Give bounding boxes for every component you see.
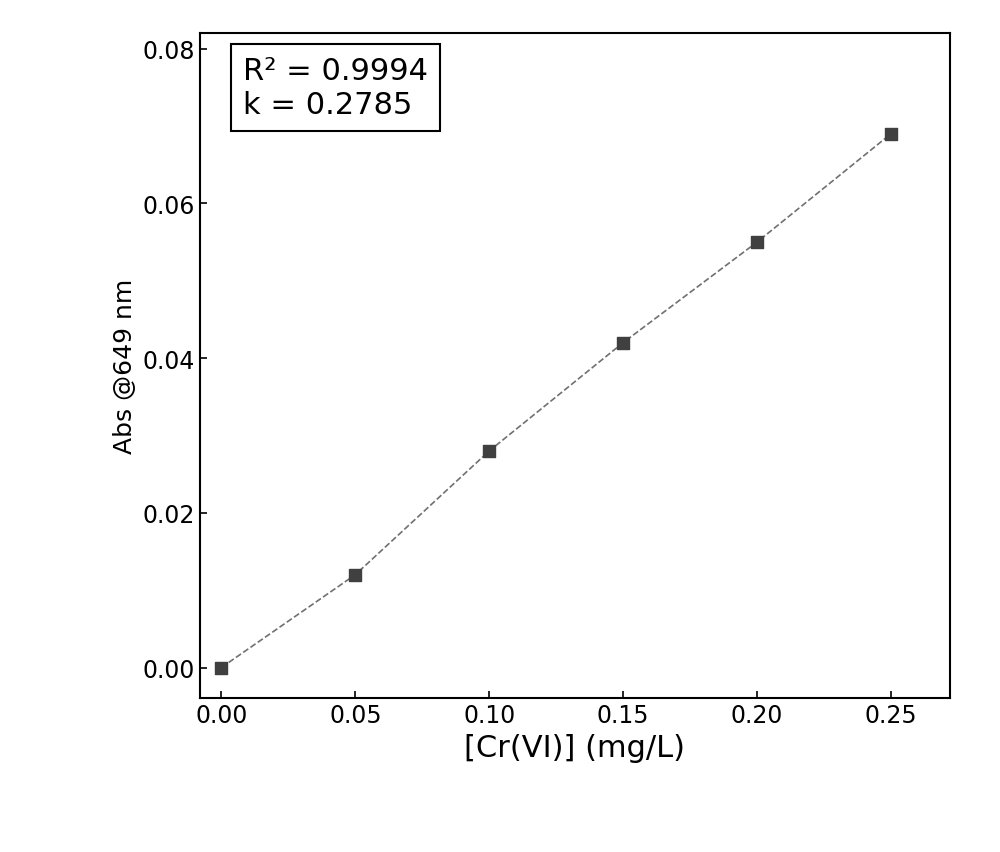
- Y-axis label: Abs @649 nm: Abs @649 nm: [113, 279, 137, 454]
- Point: [213, 661, 229, 675]
- Point: [749, 236, 765, 250]
- Point: [615, 337, 631, 350]
- X-axis label: [Cr(VI)] (mg/L): [Cr(VI)] (mg/L): [464, 733, 686, 762]
- Point: [883, 128, 899, 141]
- Point: [347, 568, 363, 582]
- Point: [481, 445, 497, 458]
- Text: R² = 0.9994
k = 0.2785: R² = 0.9994 k = 0.2785: [243, 57, 428, 120]
